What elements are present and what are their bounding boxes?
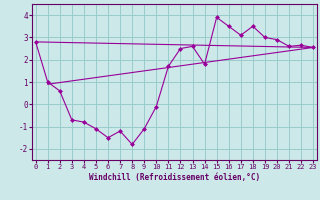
X-axis label: Windchill (Refroidissement éolien,°C): Windchill (Refroidissement éolien,°C) — [89, 173, 260, 182]
